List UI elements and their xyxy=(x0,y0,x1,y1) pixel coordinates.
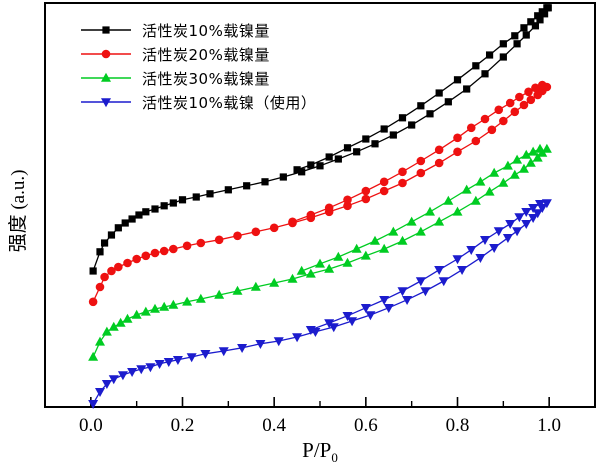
legend-item-green-30pct: 活性炭30%载镍量 xyxy=(80,66,316,90)
legend-item-blue-used: 活性炭10%载镍（使用） xyxy=(80,90,316,114)
legend-item-black-10pct: 活性炭10%载镍量 xyxy=(80,18,316,42)
svg-text:0.2: 0.2 xyxy=(171,415,195,436)
svg-text:0.8: 0.8 xyxy=(446,415,470,436)
legend-label: 活性炭20%载镍量 xyxy=(142,45,270,64)
legend-label: 活性炭10%载镍（使用） xyxy=(142,93,317,112)
triangle-down-marker-icon xyxy=(81,98,131,108)
legend: 活性炭10%载镍量 活性炭20%载镍量 活性炭30%载镍量 活性炭10%载镍（使… xyxy=(80,18,316,114)
circle-marker-icon xyxy=(81,49,131,59)
y-axis-title: 强度 (a.u.) xyxy=(8,169,29,253)
legend-label: 活性炭30%载镍量 xyxy=(142,69,270,88)
svg-text:0.0: 0.0 xyxy=(79,415,103,436)
triangle-up-marker-icon xyxy=(81,72,131,82)
x-axis-title-sub: 0 xyxy=(331,450,338,466)
x-axis-title: P/P0 xyxy=(45,438,595,466)
svg-text:1.0: 1.0 xyxy=(537,415,561,436)
square-marker-icon xyxy=(81,26,131,34)
svg-text:0.4: 0.4 xyxy=(262,415,286,436)
x-axis-title-base: P/P xyxy=(302,438,332,462)
legend-item-red-20pct: 活性炭20%载镍量 xyxy=(80,42,316,66)
legend-label: 活性炭10%载镍量 xyxy=(142,21,270,40)
svg-text:0.6: 0.6 xyxy=(354,415,378,436)
